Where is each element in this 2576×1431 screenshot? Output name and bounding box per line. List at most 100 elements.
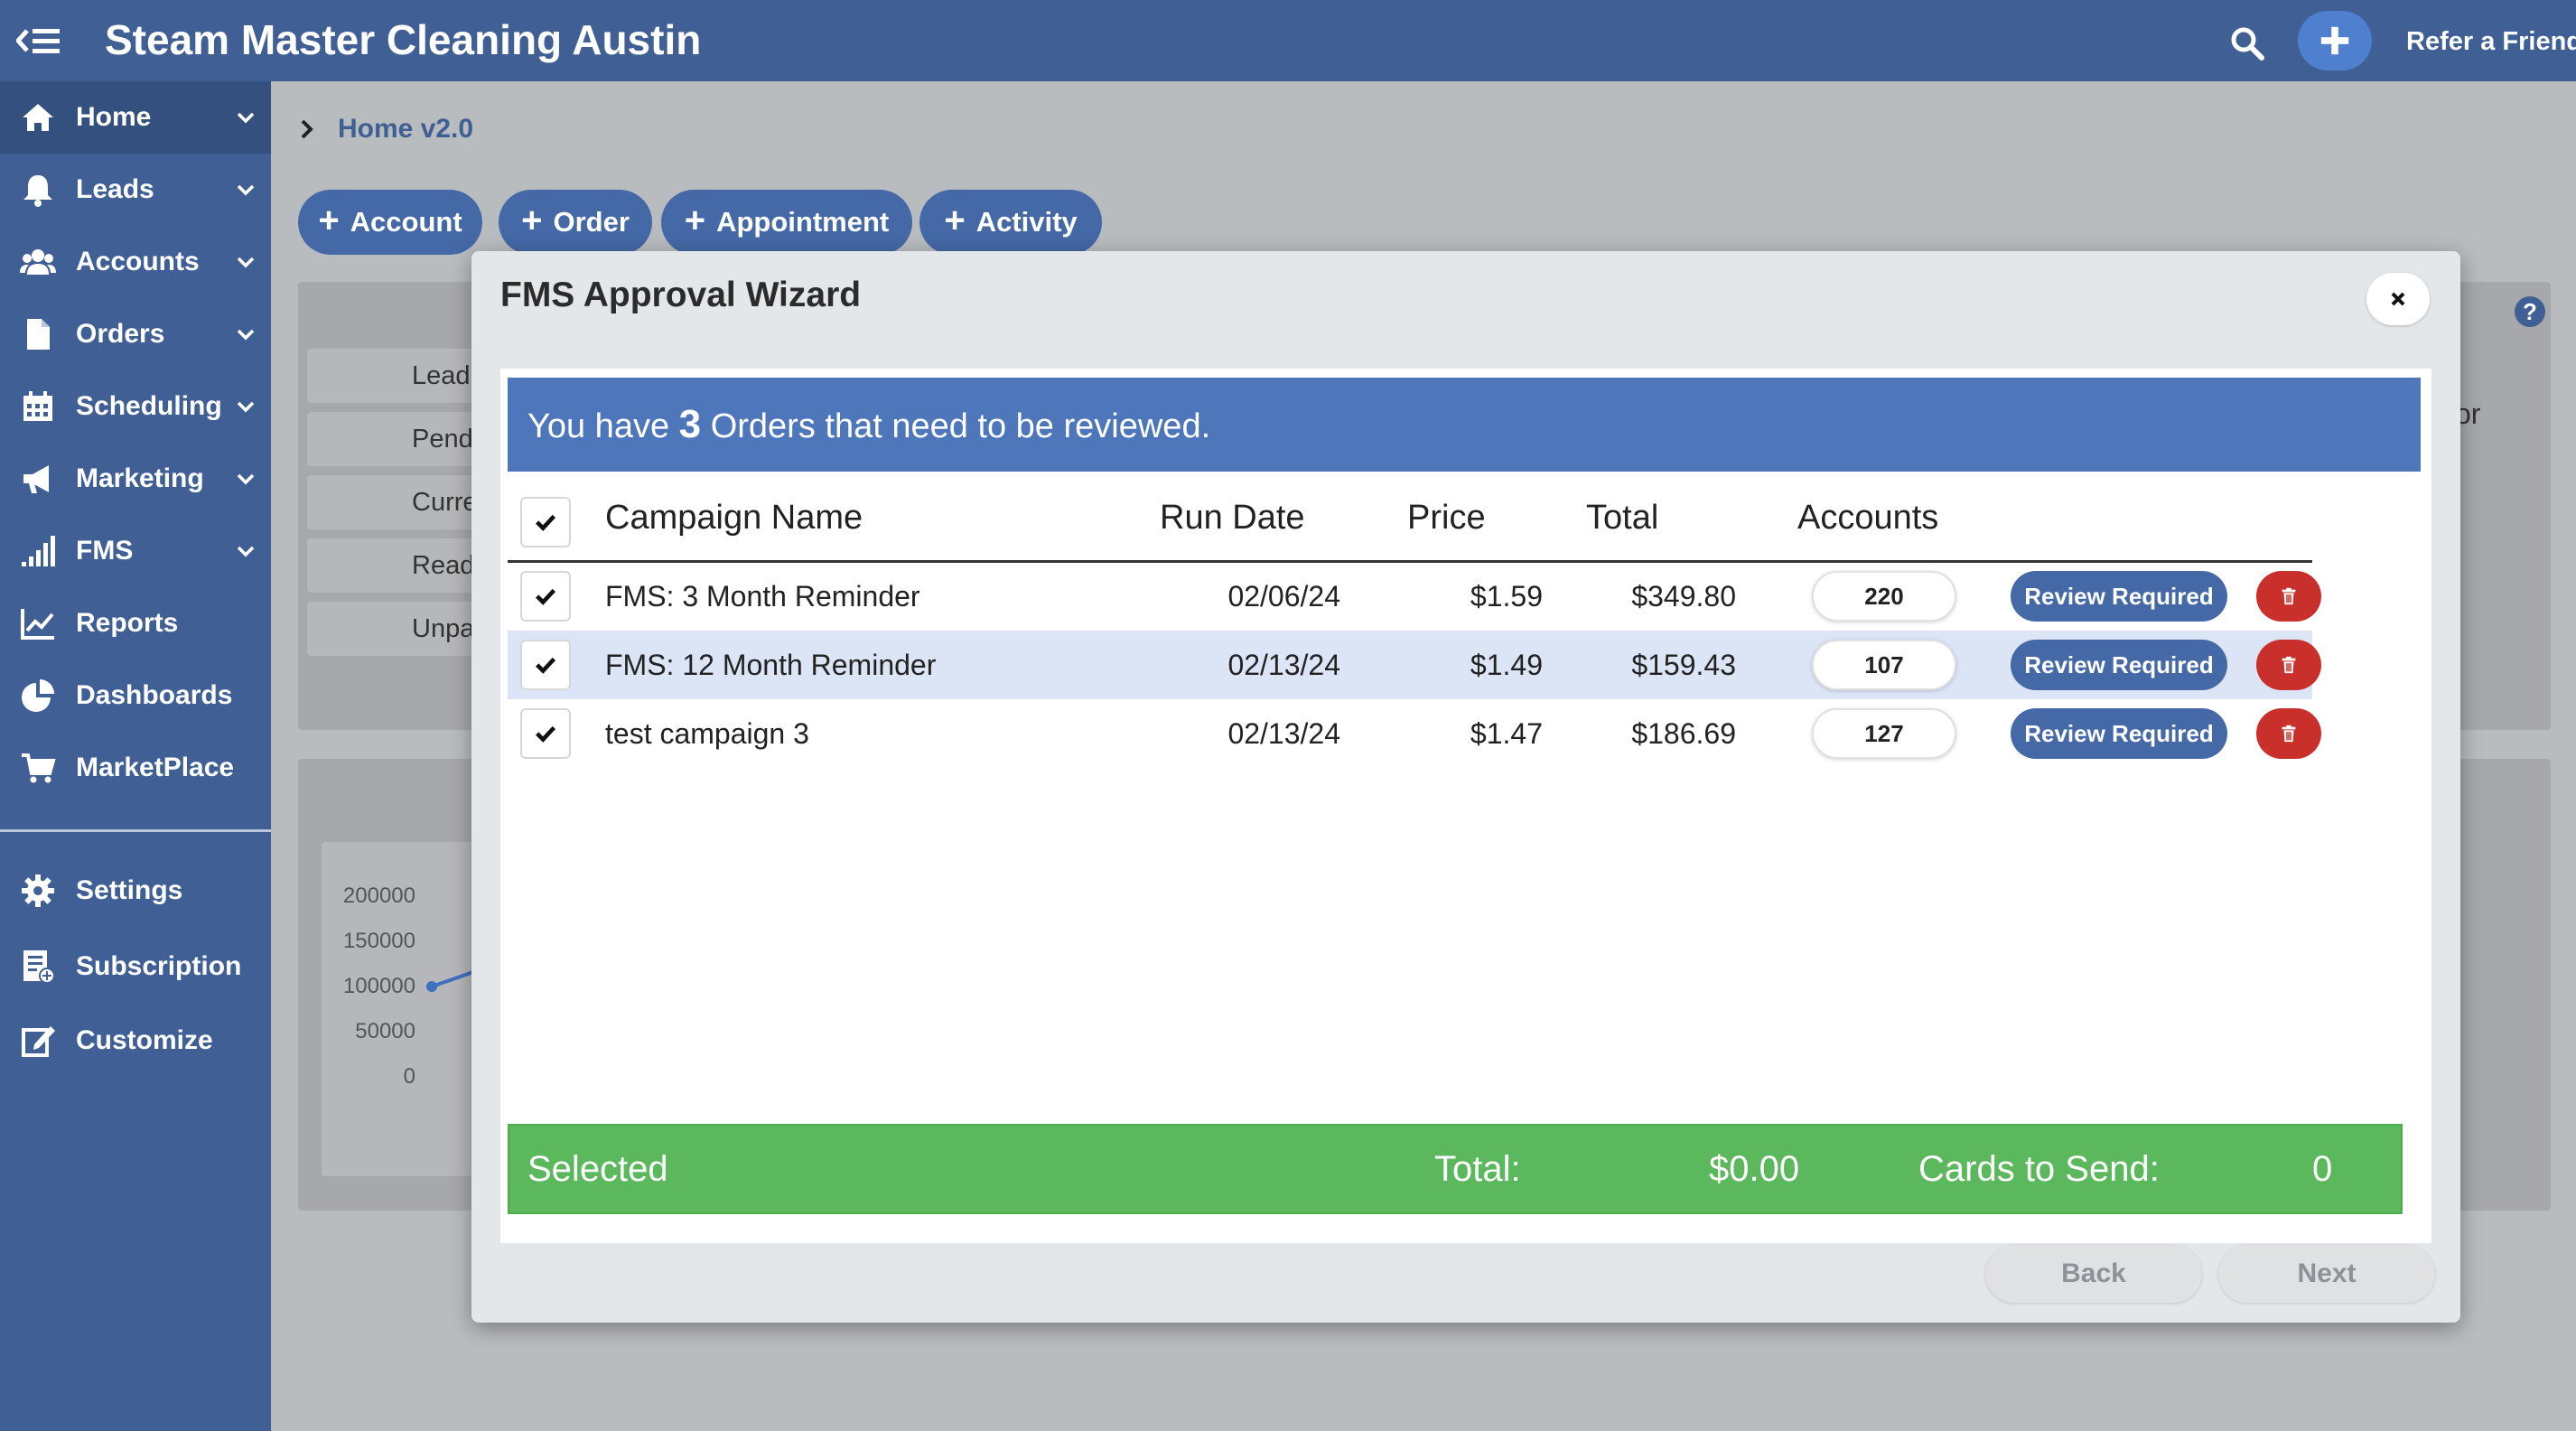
background-status-pill[interactable]: Curre (307, 475, 488, 529)
column-header-accounts[interactable]: Accounts (1797, 499, 1939, 537)
run-date: 02/13/24 (1227, 717, 1340, 750)
sidebar-item-label: Home (76, 102, 152, 132)
add-activity-button[interactable]: + Activity (919, 190, 1102, 255)
sidebar-divider (0, 829, 271, 832)
sidebar-item-label: Leads (76, 174, 154, 204)
chevron-down-icon (237, 546, 255, 557)
check-icon (536, 588, 556, 605)
back-button[interactable]: Back (1985, 1245, 2202, 1303)
close-button[interactable] (2366, 273, 2430, 325)
check-icon (536, 657, 556, 674)
sidebar-item-label: Customize (76, 1025, 213, 1055)
table-row[interactable]: FMS: 12 Month Reminder 02/13/24 $1.49 $1… (508, 631, 2321, 699)
review-required-button[interactable]: Review Required (2011, 708, 2227, 759)
chevron-down-icon (237, 184, 255, 196)
column-header-run-date[interactable]: Run Date (1160, 499, 1305, 537)
sidebar-item-label: FMS (76, 536, 134, 566)
table-row[interactable]: FMS: 3 Month Reminder 02/06/24 $1.59 $34… (508, 562, 2321, 631)
add-order-button[interactable]: + Order (499, 190, 652, 255)
subscription-icon (18, 947, 58, 987)
add-appointment-button[interactable]: + Appointment (661, 190, 912, 255)
column-header-total[interactable]: Total (1586, 499, 1659, 537)
background-status-pill[interactable]: Read (307, 538, 488, 593)
line-chart-icon (18, 603, 58, 643)
sidebar-item-marketplace[interactable]: MarketPlace (0, 732, 271, 804)
gear-icon (18, 871, 58, 911)
table-row[interactable]: test campaign 3 02/13/24 $1.47 $186.69 1… (508, 699, 2321, 768)
delete-button[interactable] (2256, 571, 2321, 622)
sidebar-item-marketing[interactable]: Marketing (0, 443, 271, 515)
price: $1.47 (1470, 717, 1543, 750)
sidebar-item-label: Subscription (76, 951, 242, 981)
sidebar-item-label: Dashboards (76, 680, 233, 710)
sidebar-item-orders[interactable]: Orders (0, 298, 271, 370)
review-required-button[interactable]: Review Required (2011, 640, 2227, 690)
plus-icon (2320, 26, 2349, 55)
review-banner: You have 3 Orders that need to be review… (508, 378, 2421, 472)
select-all-checkbox[interactable] (520, 497, 571, 547)
row-checkbox[interactable] (520, 708, 571, 759)
column-header-price[interactable]: Price (1407, 499, 1486, 537)
total: $349.80 (1631, 580, 1736, 613)
selected-label: Selected (527, 1149, 668, 1189)
review-required-button[interactable]: Review Required (2011, 571, 2227, 622)
edit-icon (18, 1021, 58, 1061)
chevron-down-icon (237, 473, 255, 485)
chart-tick-label: 50000 (355, 1019, 415, 1043)
delete-button[interactable] (2256, 640, 2321, 690)
chevron-down-icon (237, 401, 255, 413)
add-account-button[interactable]: + Account (298, 190, 482, 255)
row-checkbox[interactable] (520, 640, 571, 690)
total: $159.43 (1631, 649, 1736, 681)
global-add-button[interactable] (2298, 11, 2372, 70)
sidebar-item-dashboards[interactable]: Dashboards (0, 659, 271, 732)
top-bar: Steam Master Cleaning Austin Refer a Fri… (0, 0, 2576, 81)
sidebar-item-home[interactable]: Home (0, 81, 271, 154)
accounts-count[interactable]: 127 (1812, 708, 1956, 759)
refer-a-friend-link[interactable]: Refer a Friend (2406, 27, 2576, 56)
campaign-name: test campaign 3 (605, 717, 809, 750)
total-value: $0.00 (1709, 1149, 1800, 1189)
sidebar-item-customize[interactable]: Customize (0, 1005, 271, 1077)
sidebar-item-label: Settings (76, 875, 183, 905)
search-icon[interactable] (2229, 25, 2265, 61)
chevron-down-icon (237, 257, 255, 268)
sidebar-item-subscription[interactable]: Subscription (0, 931, 271, 1003)
signal-icon (18, 531, 58, 571)
sidebar-item-label: Marketing (76, 463, 204, 493)
accounts-count[interactable]: 220 (1812, 571, 1956, 622)
background-status-pill[interactable]: Unpa (307, 602, 488, 656)
column-header-campaign[interactable]: Campaign Name (605, 499, 863, 537)
sidebar-item-settings[interactable]: Settings (0, 855, 271, 927)
menu-collapse-icon[interactable] (14, 22, 61, 60)
sidebar-item-label: Scheduling (76, 391, 222, 421)
background-status-pill[interactable]: Lead (307, 349, 488, 403)
plus-icon: + (521, 201, 543, 240)
chart-line-fragment (426, 970, 474, 992)
next-button[interactable]: Next (2218, 1245, 2435, 1303)
sidebar-item-scheduling[interactable]: Scheduling (0, 370, 271, 443)
cards-to-send-value: 0 (2312, 1149, 2333, 1189)
sidebar-item-reports[interactable]: Reports (0, 587, 271, 659)
accounts-count[interactable]: 107 (1812, 640, 1956, 690)
campaign-name: FMS: 3 Month Reminder (605, 580, 920, 613)
row-checkbox[interactable] (520, 571, 571, 622)
background-status-pill[interactable]: Pend (307, 412, 488, 466)
users-icon (18, 242, 58, 282)
close-icon (2391, 292, 2405, 306)
help-icon[interactable]: ? (2515, 296, 2545, 327)
selection-summary-bar: Selected Total: $0.00 Cards to Send: 0 (508, 1124, 2403, 1214)
sidebar-item-accounts[interactable]: Accounts (0, 226, 271, 298)
cart-icon (18, 748, 58, 788)
plus-icon: + (318, 201, 340, 240)
delete-button[interactable] (2256, 708, 2321, 759)
sidebar-item-leads[interactable]: Leads (0, 154, 271, 226)
chevron-down-icon (237, 329, 255, 341)
sidebar-item-fms[interactable]: FMS (0, 515, 271, 587)
breadcrumb[interactable]: Home v2.0 (338, 114, 474, 144)
chevron-right-icon (301, 119, 313, 139)
modal-body: You have 3 Orders that need to be review… (500, 369, 2431, 1243)
chart-tick-label: 0 (403, 1064, 415, 1089)
fms-approval-wizard-modal: FMS Approval Wizard You have 3 Orders th… (471, 251, 2460, 1323)
chart-tick-label: 200000 (342, 884, 415, 908)
